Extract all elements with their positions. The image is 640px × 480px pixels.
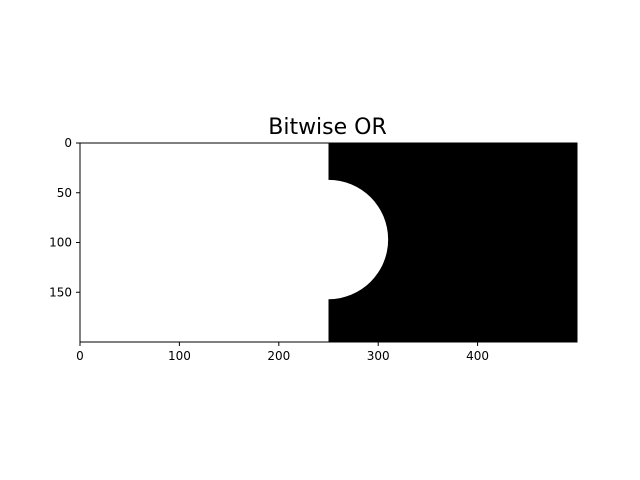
x-tick-label: 200 — [267, 349, 290, 363]
chart-title: Bitwise OR — [268, 115, 387, 140]
image-plot-area — [79, 142, 578, 343]
x-tick-label: 400 — [466, 349, 489, 363]
image-content — [80, 143, 577, 342]
y-tick-label: 100 — [49, 236, 72, 250]
y-tick-label: 50 — [57, 186, 72, 200]
y-tick-label: 150 — [49, 285, 72, 299]
x-tick-label: 100 — [168, 349, 191, 363]
y-tick-label: 0 — [64, 136, 72, 150]
x-axis: 0 100 200 300 400 — [76, 342, 489, 363]
white-semicircle — [268, 179, 389, 300]
x-tick-label: 300 — [367, 349, 390, 363]
y-axis: 0 50 100 150 — [49, 136, 80, 299]
x-tick-label: 0 — [76, 349, 84, 363]
